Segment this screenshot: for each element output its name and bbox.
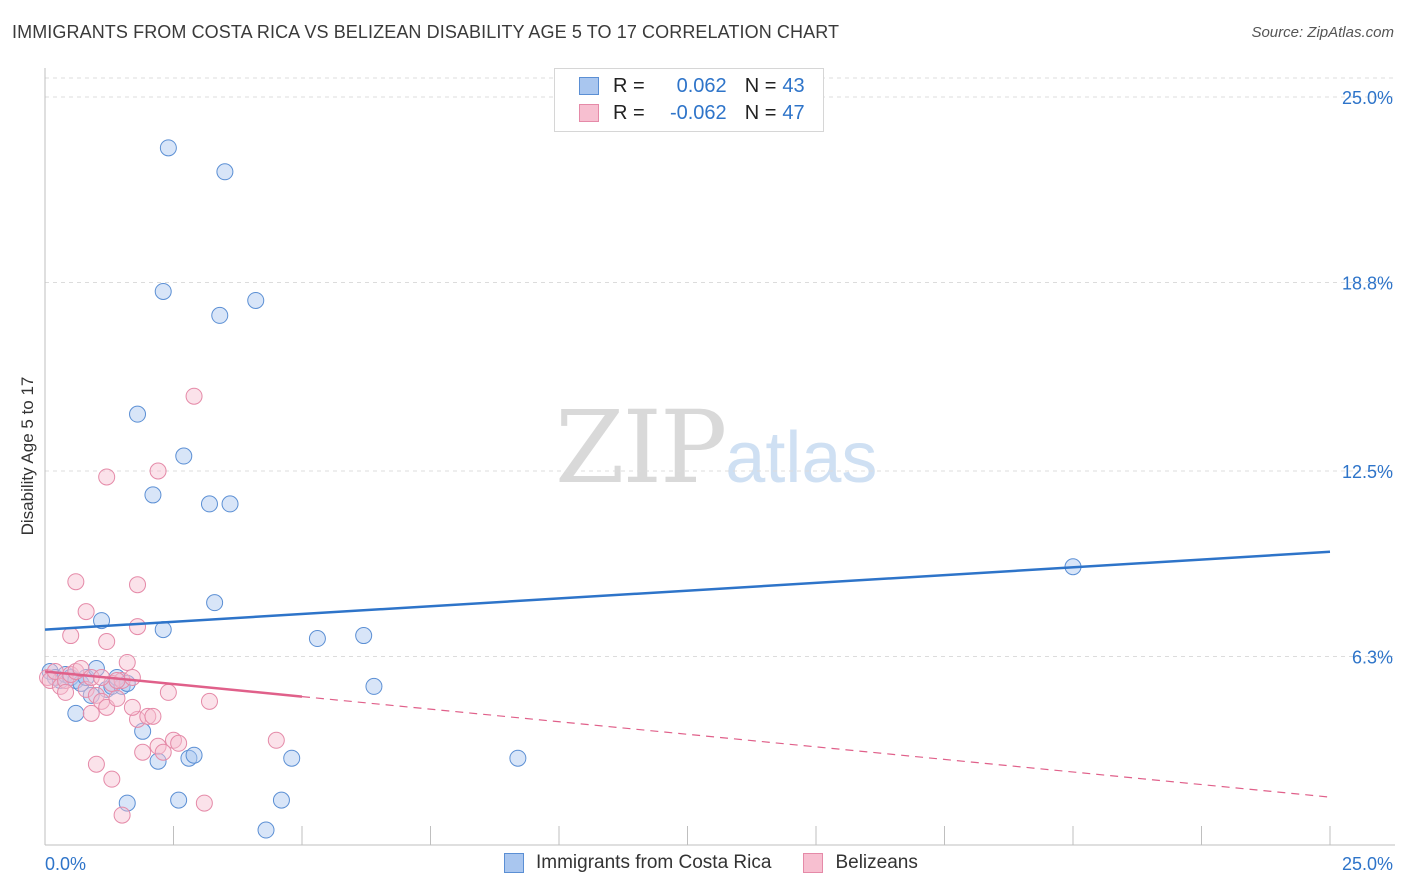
legend-r-label: R = bbox=[613, 74, 645, 97]
y-tick-label: 18.8% bbox=[1342, 274, 1393, 294]
data-point-belizeans bbox=[195, 794, 213, 812]
x-tick-label: 0.0% bbox=[45, 854, 86, 874]
data-point-costa-rica bbox=[185, 746, 203, 764]
data-point-costa-rica bbox=[216, 163, 234, 181]
data-point-belizeans bbox=[149, 462, 167, 480]
data-point-belizeans bbox=[134, 743, 152, 761]
data-point-costa-rica bbox=[365, 677, 383, 695]
data-point-belizeans bbox=[108, 671, 126, 689]
data-point-costa-rica bbox=[283, 749, 301, 767]
trend-line-belizeans-extrapolated bbox=[301, 695, 1331, 798]
data-point-costa-rica bbox=[221, 495, 239, 513]
y-tick-label: 6.3% bbox=[1352, 648, 1393, 668]
legend-n-value: 43 bbox=[782, 74, 805, 97]
data-point-costa-rica bbox=[170, 791, 188, 809]
stats-legend: R = 0.062 N = 43 R = -0.062 N = 47 bbox=[554, 68, 824, 132]
data-point-costa-rica bbox=[355, 627, 373, 645]
watermark: ZIPatlas bbox=[555, 398, 877, 498]
data-point-belizeans bbox=[159, 683, 177, 701]
trend-line-costa-rica bbox=[44, 550, 1331, 631]
data-point-costa-rica bbox=[154, 282, 172, 300]
data-point-belizeans bbox=[170, 734, 188, 752]
data-point-costa-rica bbox=[67, 704, 85, 722]
legend-row-belizeans: R = -0.062 N = 47 bbox=[579, 101, 805, 125]
data-point-belizeans bbox=[139, 707, 157, 725]
watermark-atlas: atlas bbox=[725, 418, 878, 498]
legend-row-costa-rica: R = 0.062 N = 43 bbox=[579, 74, 805, 98]
data-point-belizeans bbox=[267, 731, 285, 749]
legend-r-label: R = bbox=[613, 101, 645, 124]
data-point-belizeans bbox=[129, 576, 147, 594]
data-point-costa-rica bbox=[159, 139, 177, 157]
data-point-belizeans bbox=[113, 806, 131, 824]
legend-swatch-belizeans bbox=[579, 104, 599, 122]
watermark-zip: ZIP bbox=[555, 389, 727, 506]
data-point-costa-rica bbox=[206, 594, 224, 612]
x-tick-label: 25.0% bbox=[1342, 854, 1393, 874]
legend-swatch-costa-rica bbox=[579, 77, 599, 95]
data-point-belizeans bbox=[108, 689, 126, 707]
y-axis-label: Disability Age 5 to 17 bbox=[18, 376, 37, 536]
data-point-belizeans bbox=[87, 755, 105, 773]
data-point-belizeans bbox=[123, 698, 141, 716]
legend-n-label: N = bbox=[744, 101, 777, 124]
source-label: Source: ZipAtlas.com bbox=[1251, 24, 1394, 41]
trend-line-belizeans bbox=[44, 670, 303, 698]
data-point-costa-rica bbox=[257, 821, 275, 839]
data-point-belizeans bbox=[200, 692, 218, 710]
data-point-costa-rica bbox=[272, 791, 290, 809]
data-point-costa-rica bbox=[200, 495, 218, 513]
data-point-belizeans bbox=[165, 731, 182, 749]
data-point-belizeans bbox=[57, 683, 75, 701]
data-point-costa-rica bbox=[129, 405, 147, 423]
legend-n-label: N = bbox=[744, 74, 777, 97]
data-point-costa-rica bbox=[308, 630, 326, 648]
data-point-costa-rica bbox=[509, 749, 527, 767]
legend-swatch-costa-rica bbox=[504, 853, 524, 873]
legend-label-belizeans: Belizeans bbox=[835, 852, 918, 873]
data-point-costa-rica bbox=[149, 752, 167, 770]
legend-item-costa-rica[interactable]: Immigrants from Costa Rica bbox=[504, 852, 771, 874]
legend-r-value: -0.062 bbox=[669, 101, 727, 124]
legend-swatch-belizeans bbox=[803, 853, 824, 873]
data-point-costa-rica bbox=[93, 612, 111, 630]
data-point-costa-rica bbox=[180, 749, 198, 767]
data-point-costa-rica bbox=[175, 447, 193, 465]
data-point-costa-rica bbox=[144, 486, 162, 504]
data-point-belizeans bbox=[129, 618, 147, 636]
data-point-belizeans bbox=[154, 743, 172, 761]
legend-n-value: 47 bbox=[782, 101, 805, 124]
data-point-belizeans bbox=[62, 627, 80, 645]
data-point-belizeans bbox=[77, 603, 95, 621]
y-tick-label: 25.0% bbox=[1342, 88, 1393, 108]
data-point-belizeans bbox=[123, 668, 141, 686]
data-point-costa-rica bbox=[211, 306, 229, 324]
data-point-belizeans bbox=[103, 770, 121, 788]
data-point-costa-rica bbox=[247, 291, 265, 309]
data-point-belizeans bbox=[185, 387, 203, 405]
data-point-belizeans bbox=[67, 573, 85, 591]
data-point-belizeans bbox=[98, 633, 116, 651]
legend-item-belizeans[interactable]: Belizeans bbox=[803, 852, 918, 874]
series-legend: Immigrants from Costa Rica Belizeans bbox=[504, 852, 950, 874]
legend-label-costa-rica: Immigrants from Costa Rica bbox=[536, 852, 772, 873]
data-point-belizeans bbox=[118, 653, 136, 671]
y-tick-label: 12.5% bbox=[1342, 462, 1393, 482]
data-point-belizeans bbox=[144, 707, 162, 725]
data-point-belizeans bbox=[98, 468, 116, 486]
data-point-belizeans bbox=[82, 704, 100, 722]
chart-title: IMMIGRANTS FROM COSTA RICA VS BELIZEAN D… bbox=[12, 22, 840, 42]
legend-r-value: 0.062 bbox=[676, 74, 727, 97]
